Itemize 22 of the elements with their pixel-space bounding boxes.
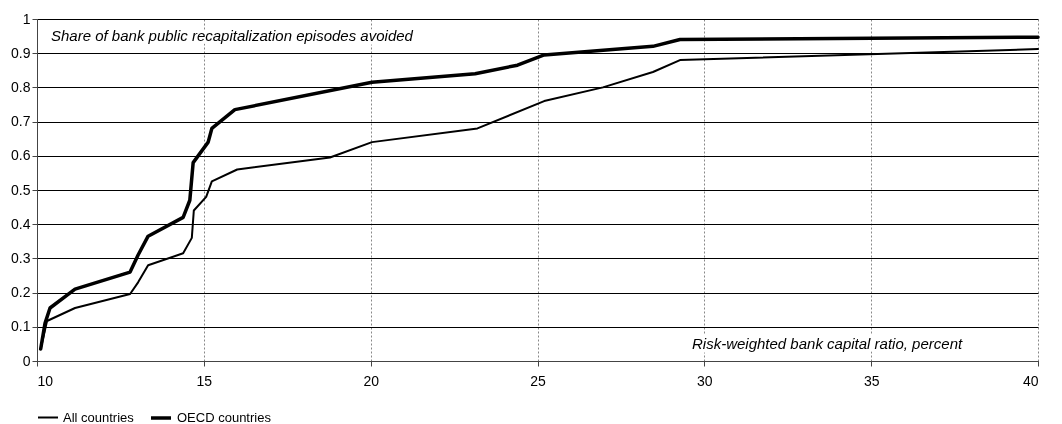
y-tick-label: 0 — [22, 352, 31, 369]
y-tick-label: 0.2 — [11, 284, 31, 301]
legend-label: All countries — [63, 409, 135, 424]
y-tick-label: 0.3 — [11, 249, 31, 266]
x-axis-title: Risk-weighted bank capital ratio, percent — [692, 335, 963, 352]
y-tick-label: 1 — [22, 10, 31, 27]
y-tick-label: 0.4 — [11, 215, 31, 232]
y-tick-label: 0.1 — [11, 318, 31, 335]
y-tick-label: 0.6 — [11, 147, 31, 164]
x-tick-label: 35 — [863, 372, 880, 389]
x-tick-label: 25 — [530, 372, 546, 389]
y-tick-label: 0.5 — [11, 181, 31, 198]
y-tick-label: 0.7 — [11, 113, 31, 130]
y-axis-title: Share of bank public recapitalization episodes avoided — [51, 27, 414, 44]
y-tick-label: 0.8 — [11, 78, 31, 95]
x-tick-label: 15 — [196, 372, 213, 389]
x-tick-label: 20 — [363, 372, 380, 389]
legend-label: OECD countries — [177, 410, 272, 424]
x-tick-label: 30 — [697, 372, 713, 389]
y-tick-label: 0.9 — [11, 44, 31, 61]
x-tick-label: 10 — [37, 372, 54, 389]
x-tick-label: 40 — [1022, 372, 1039, 389]
